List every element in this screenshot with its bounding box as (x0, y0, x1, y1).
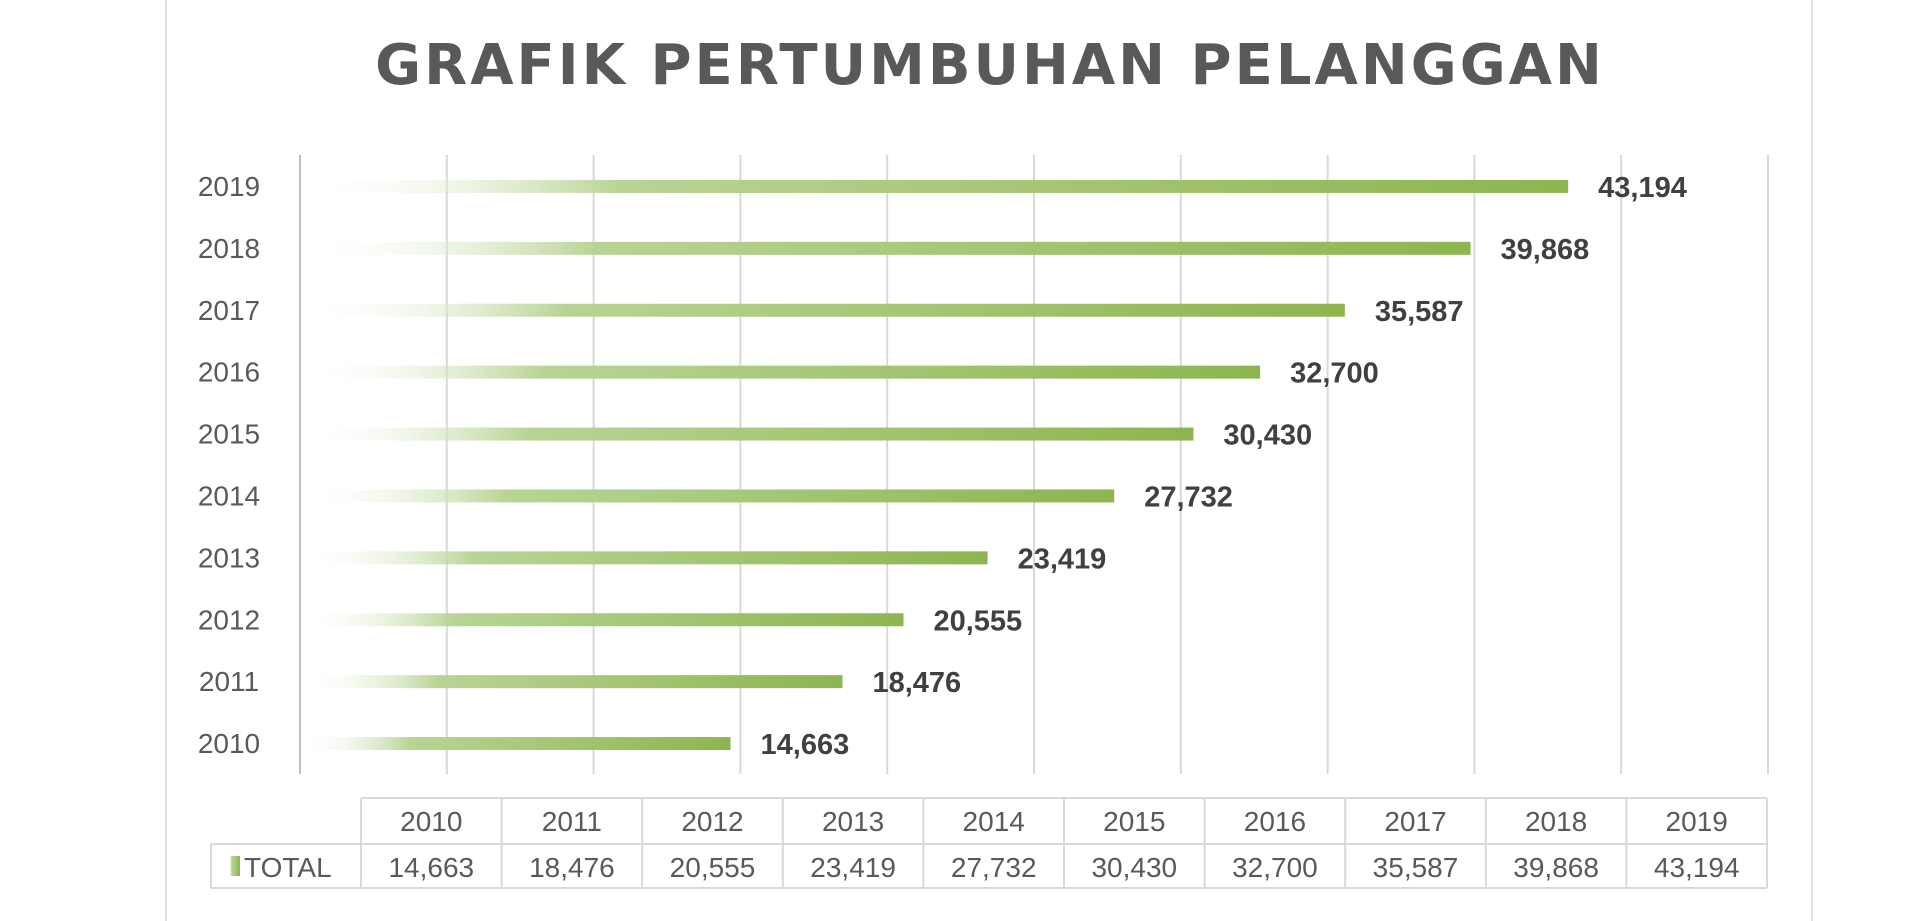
bar (304, 613, 904, 627)
bar (304, 489, 1115, 503)
legend-label: TOTAL (244, 852, 332, 883)
table-header-cell: 2017 (1384, 806, 1446, 837)
table-value-cell: 39,868 (1513, 852, 1599, 883)
table-value-cell: 20,555 (670, 852, 756, 883)
table-header-cell: 2013 (822, 806, 884, 837)
table-value-cell: 30,430 (1091, 852, 1177, 883)
data-label: 27,732 (1144, 481, 1233, 513)
table-header-cell: 2012 (681, 806, 743, 837)
y-tick-label: 2012 (198, 604, 260, 635)
y-tick-label: 2016 (198, 357, 260, 388)
data-label: 14,663 (761, 729, 850, 761)
legend-key (229, 856, 240, 876)
y-tick-label: 2019 (198, 171, 260, 202)
table-header-cell: 2010 (400, 806, 462, 837)
table-value-cell: 35,587 (1373, 852, 1459, 883)
data-label: 43,194 (1598, 172, 1687, 204)
table-value-cell: 23,419 (810, 852, 896, 883)
data-label: 32,700 (1290, 358, 1379, 390)
bar (304, 551, 988, 565)
bar (304, 365, 1261, 379)
y-tick-label: 2014 (198, 480, 260, 511)
y-tick-label: 2018 (198, 233, 260, 264)
chart-title: GRAFIK PERTUMBUHAN PELANGGAN (375, 33, 1605, 98)
y-tick-label: 2017 (198, 295, 260, 326)
table-header-cell: 2018 (1525, 806, 1587, 837)
y-tick-label: 2011 (199, 666, 259, 697)
table-header-cell: 2019 (1666, 806, 1728, 837)
bar (304, 303, 1345, 317)
data-label: 20,555 (933, 605, 1022, 637)
data-label: 39,868 (1501, 234, 1590, 266)
table-value-cell: 32,700 (1232, 852, 1318, 883)
data-label: 30,430 (1223, 420, 1312, 452)
y-tick-label: 2010 (198, 728, 260, 759)
table-value-cell: 43,194 (1654, 852, 1740, 883)
bar (304, 737, 731, 751)
table-value-cell: 14,663 (388, 852, 474, 883)
bar (304, 241, 1471, 255)
table-header-cell: 2016 (1244, 806, 1306, 837)
table-header-cell: 2014 (963, 806, 1025, 837)
table-header-cell: 2011 (542, 806, 602, 837)
data-label: 23,419 (1018, 543, 1107, 575)
y-tick-label: 2015 (198, 419, 260, 450)
bar (304, 179, 1569, 193)
data-label: 18,476 (872, 667, 961, 699)
data-label: 35,587 (1375, 296, 1464, 328)
table-value-cell: 27,732 (951, 852, 1037, 883)
bar (304, 675, 843, 689)
table-value-cell: 18,476 (529, 852, 615, 883)
bar (304, 427, 1194, 441)
y-tick-label: 2013 (198, 542, 260, 573)
table-header-cell: 2015 (1103, 806, 1165, 837)
